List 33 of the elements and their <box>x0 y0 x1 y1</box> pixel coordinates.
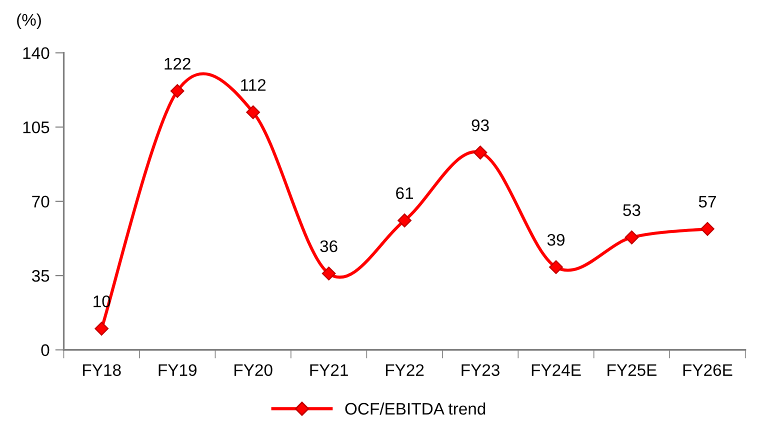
point <box>473 146 488 160</box>
data-label: 36 <box>320 240 338 252</box>
data-label: 61 <box>396 187 414 200</box>
data-label: 122 <box>164 58 190 70</box>
point <box>624 230 639 244</box>
y-tick-label: 0 <box>41 344 50 356</box>
x-tick-label: FY21 <box>310 364 348 376</box>
data-label: 93 <box>472 119 489 132</box>
point <box>246 105 260 120</box>
data-label: 39 <box>547 234 564 246</box>
y-tick-label: 35 <box>32 270 50 282</box>
point <box>700 222 714 236</box>
point <box>398 214 412 228</box>
point <box>549 260 563 274</box>
x-tick-label: FY18 <box>83 364 121 376</box>
y-axis-title: (%) <box>17 14 41 30</box>
x-tick-label: FY22 <box>386 364 424 376</box>
x-tick-label: FY19 <box>158 364 196 376</box>
x-tick-label: FY20 <box>234 364 272 376</box>
x-tick-label: FY24E <box>532 364 581 376</box>
point <box>170 84 184 98</box>
point <box>322 266 336 280</box>
legend-label: OCF/EBITDA trend <box>345 402 486 415</box>
x-tick-label: FY25E <box>608 364 656 376</box>
data-label: 53 <box>623 204 640 216</box>
y-tick-label: 140 <box>23 47 50 60</box>
x-tick-label: FY26E <box>683 364 732 376</box>
y-tick-label: 105 <box>23 121 50 134</box>
y-tick-label: 70 <box>32 196 50 208</box>
point <box>94 322 109 336</box>
x-tick-label: FY23 <box>462 364 500 376</box>
data-label: 57 <box>698 196 716 208</box>
data-label: 112 <box>241 79 266 91</box>
